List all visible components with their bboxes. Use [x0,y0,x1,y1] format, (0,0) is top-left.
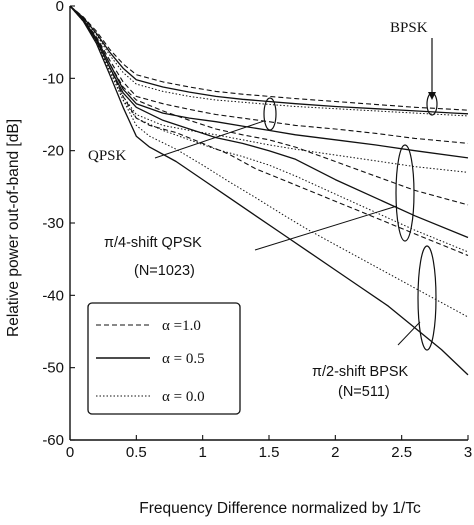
series-line-dotted-12 [69,5,469,318]
series-line-solid-11 [69,5,469,376]
annotation-qpsk-text: QPSK [88,148,127,164]
series-line-dashed-4 [69,5,469,144]
y-axis-label: Relative power out-of-band [dB] [5,119,22,337]
x-tick-label: 1.5 [259,444,280,461]
x-axis-label: Frequency Difference normalized by 1/Tc [139,500,421,517]
annotation-bpsk-ellipse [426,92,438,116]
y-tick-label: -50 [42,360,64,377]
annotation-pi4-qpsk-n: (N=1023) [134,263,195,279]
annotation-bpsk-text: BPSK [390,20,428,36]
y-tick-label: -30 [42,215,64,232]
series-line-dotted-6 [69,5,469,173]
annotation-pi4-qpsk-leader [254,205,398,251]
x-tick-label: 2.5 [391,444,412,461]
series-line-dotted-3 [69,5,469,117]
annotation-pi2-bpsk-leader [397,321,421,346]
x-tick-label: 3 [464,444,472,461]
y-tick-label: -20 [42,143,64,160]
legend-label-alpha-0-0: α = 0.0 [162,389,205,405]
series-line-dashed-7 [69,5,469,206]
legend-label-alpha-1-0: α =1.0 [162,318,201,334]
series-line-solid-2 [69,5,469,115]
x-tick-label: 1 [198,444,206,461]
series-line-dashed-10 [69,5,469,257]
y-tick-label: -10 [42,70,64,87]
legend-label-alpha-0-5: α = 0.5 [162,351,205,367]
legend-box [87,302,241,415]
annotation-bpsk: BPSK [390,20,438,116]
x-tick-label: 0 [66,444,74,461]
annotation-qpsk-leader [154,120,265,159]
y-tick-label: 0 [56,0,64,15]
annotation-pi2-bpsk-ellipse [417,245,437,351]
y-tick-label: -60 [42,432,64,449]
annotation-pi2-bpsk: π/2-shift BPSK (N=511) [312,245,437,400]
curves-layer [69,5,469,376]
annotation-pi2-bpsk-n: (N=511) [338,384,390,400]
series-line-dashed-1 [69,5,469,111]
ticks-layer: 0 0.5 1 1.5 2 2.5 3 0 -10 -20 -30 -40 -50 -60 [42,0,472,461]
y-tick-label: -40 [42,287,64,304]
annotation-pi4-qpsk-text: π/4-shift QPSK [104,235,202,251]
annotation-pi4-qpsk-ellipse [395,144,415,242]
series-line-dotted-9 [69,5,469,253]
x-tick-label: 2 [331,444,339,461]
annotation-pi4-qpsk: π/4-shift QPSK (N=1023) [104,144,415,279]
annotation-qpsk: QPSK [88,97,277,164]
annotation-qpsk-ellipse [263,97,277,131]
x-tick-label: 0.5 [126,444,147,461]
legend: α =1.0 α = 0.5 α = 0.0 [87,302,241,415]
annotation-pi2-bpsk-text: π/2-shift BPSK [312,364,409,380]
